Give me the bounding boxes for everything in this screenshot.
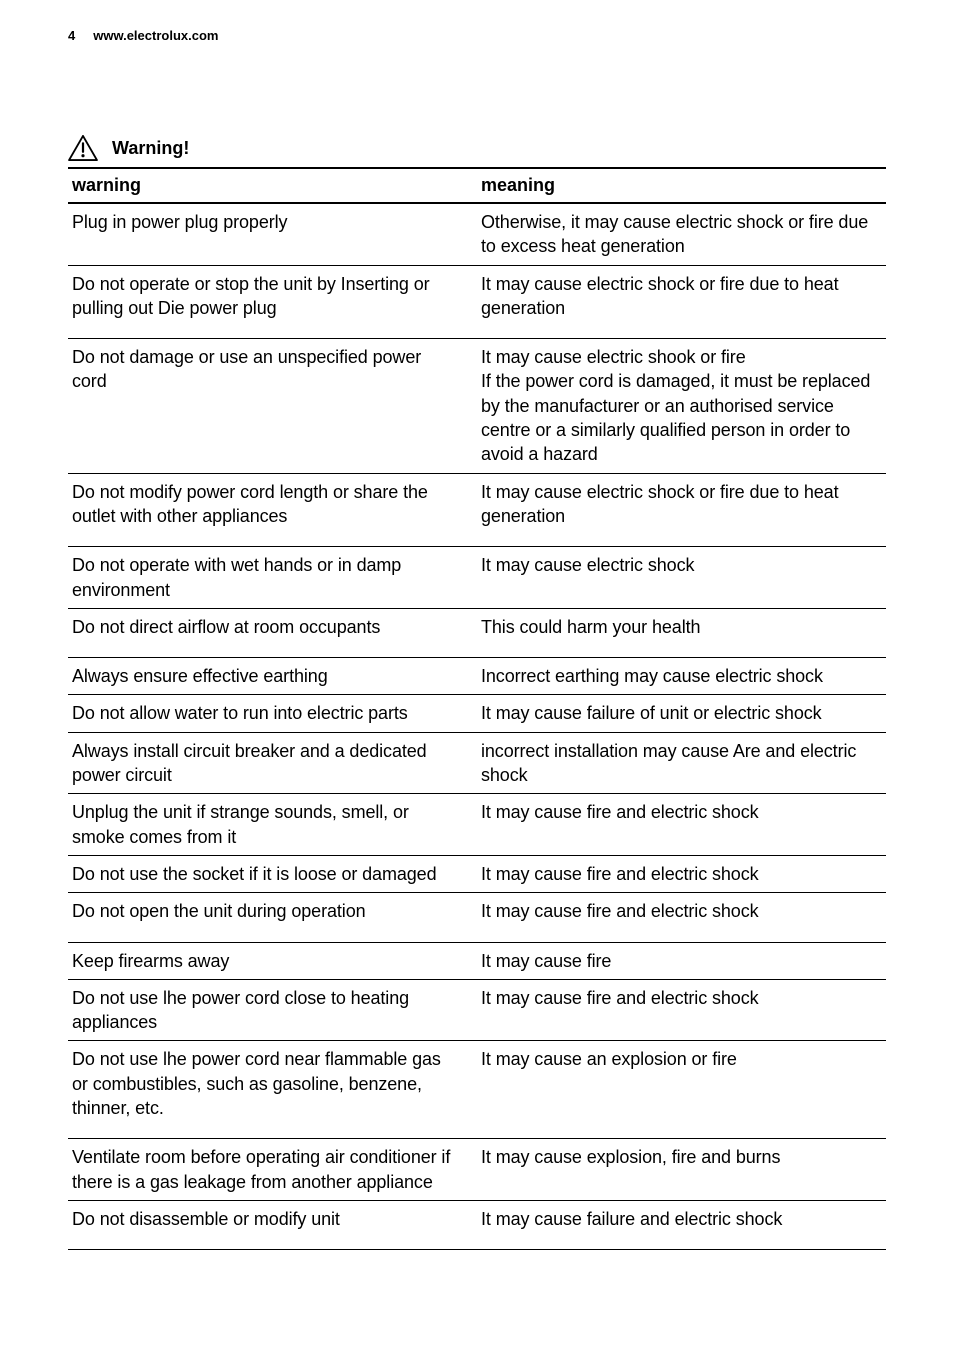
meaning-cell: It may cause fire and electric shock — [477, 855, 886, 892]
table-row: Do not allow water to run into electric … — [68, 695, 886, 732]
table-row: Do not operate with wet hands or in damp… — [68, 547, 886, 609]
table-row: Unplug the unit if strange sounds, smell… — [68, 794, 886, 856]
page: 4 www.electrolux.com Warning! warning mea… — [0, 0, 954, 1278]
warning-cell: Always install circuit breaker and a ded… — [68, 732, 477, 794]
table-row: Keep firearms awayIt may cause fire — [68, 942, 886, 979]
table-row: Do not disassemble or modify unitIt may … — [68, 1200, 886, 1249]
meaning-cell: It may cause electric shock or fire due … — [477, 473, 886, 547]
table-row: Do not use lhe power cord near flammable… — [68, 1041, 886, 1139]
warning-cell: Do not open the unit during operation — [68, 893, 477, 942]
meaning-cell: It may cause electric shock or fire due … — [477, 265, 886, 339]
warning-cell: Plug in power plug properly — [68, 203, 477, 265]
table-row: Always install circuit breaker and a ded… — [68, 732, 886, 794]
warning-cell: Do not direct airflow at room occupants — [68, 608, 477, 657]
table-row: Plug in power plug properlyOtherwise, it… — [68, 203, 886, 265]
meaning-cell: It may cause explosion, fire and burns — [477, 1139, 886, 1201]
table-row: Do not direct airflow at room occupantsT… — [68, 608, 886, 657]
meaning-cell: This could harm your health — [477, 608, 886, 657]
page-header: 4 www.electrolux.com — [68, 28, 886, 43]
table-row: Do not use the socket if it is loose or … — [68, 855, 886, 892]
warnings-table: warning meaning Plug in power plug prope… — [68, 167, 886, 1250]
warning-cell: Do not operate or stop the unit by Inser… — [68, 265, 477, 339]
meaning-cell: It may cause fire and electric shock — [477, 893, 886, 942]
meaning-cell: Incorrect earthing may cause electric sh… — [477, 658, 886, 695]
warning-cell: Unplug the unit if strange sounds, smell… — [68, 794, 477, 856]
table-row: Always ensure effective earthingIncorrec… — [68, 658, 886, 695]
warning-heading: Warning! — [68, 135, 886, 161]
warning-cell: Do not use lhe power cord close to heati… — [68, 979, 477, 1041]
table-header-row: warning meaning — [68, 168, 886, 203]
warning-cell: Do not operate with wet hands or in damp… — [68, 547, 477, 609]
col-header-meaning: meaning — [477, 168, 886, 203]
warning-cell: Keep firearms away — [68, 942, 477, 979]
col-header-warning: warning — [68, 168, 477, 203]
warning-label: Warning! — [112, 138, 189, 159]
table-row: Do not modify power cord length or share… — [68, 473, 886, 547]
table-row: Do not open the unit during operationIt … — [68, 893, 886, 942]
warning-cell: Ventilate room before operating air cond… — [68, 1139, 477, 1201]
meaning-cell: It may cause electric shook or fireIf th… — [477, 339, 886, 473]
warning-cell: Do not use the socket if it is loose or … — [68, 855, 477, 892]
warning-cell: Do not damage or use an unspecified powe… — [68, 339, 477, 473]
meaning-cell: It may cause fire — [477, 942, 886, 979]
meaning-cell: incorrect installation may cause Are and… — [477, 732, 886, 794]
warning-cell: Always ensure effective earthing — [68, 658, 477, 695]
meaning-cell: It may cause an explosion or fire — [477, 1041, 886, 1139]
meaning-cell: Otherwise, it may cause electric shock o… — [477, 203, 886, 265]
table-row: Do not operate or stop the unit by Inser… — [68, 265, 886, 339]
table-row: Do not use lhe power cord close to heati… — [68, 979, 886, 1041]
meaning-cell: It may cause fire and electric shock — [477, 794, 886, 856]
table-row: Ventilate room before operating air cond… — [68, 1139, 886, 1201]
meaning-cell: It may cause failure and electric shock — [477, 1200, 886, 1249]
meaning-cell: It may cause failure of unit or electric… — [477, 695, 886, 732]
meaning-cell: It may cause electric shock — [477, 547, 886, 609]
header-site: www.electrolux.com — [93, 28, 218, 43]
warning-cell: Do not disassemble or modify unit — [68, 1200, 477, 1249]
warning-cell: Do not allow water to run into electric … — [68, 695, 477, 732]
table-row: Do not damage or use an unspecified powe… — [68, 339, 886, 473]
warning-cell: Do not modify power cord length or share… — [68, 473, 477, 547]
meaning-cell: It may cause fire and electric shock — [477, 979, 886, 1041]
page-number: 4 — [68, 28, 75, 43]
warning-cell: Do not use lhe power cord near flammable… — [68, 1041, 477, 1139]
warning-triangle-icon — [68, 135, 98, 161]
